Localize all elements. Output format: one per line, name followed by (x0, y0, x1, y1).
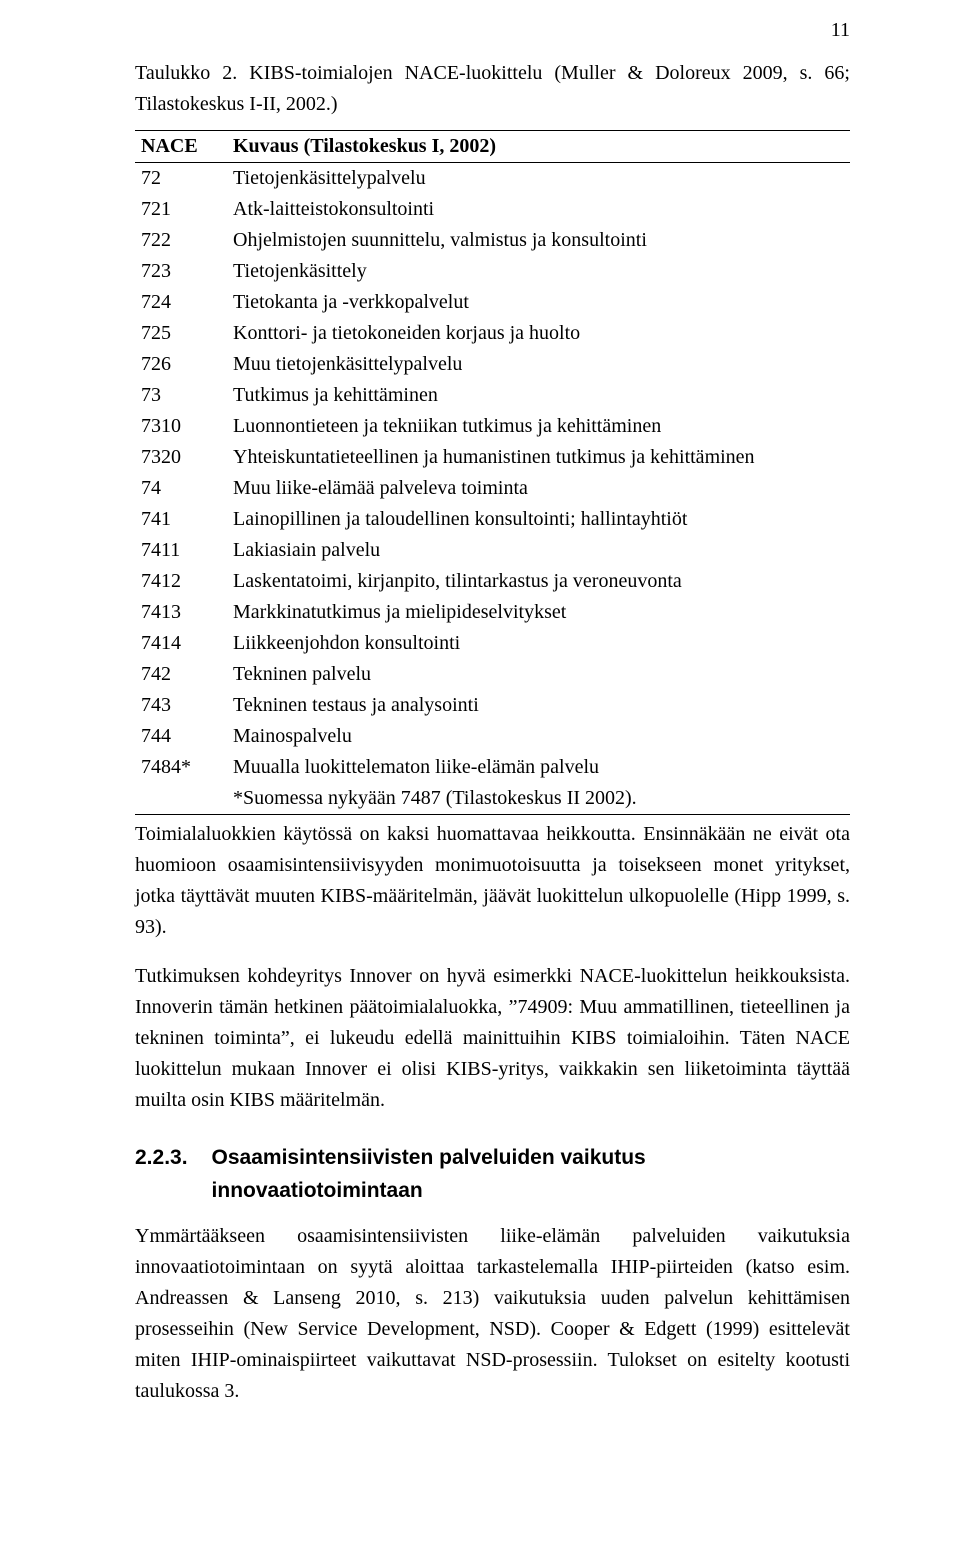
table-row: 725Konttori- ja tietokoneiden korjaus ja… (135, 318, 850, 349)
cell-desc: Luonnontieteen ja tekniikan tutkimus ja … (227, 411, 850, 442)
cell-code: 741 (135, 504, 227, 535)
table-row: 723Tietojenkäsittely (135, 256, 850, 287)
cell-code: 7320 (135, 442, 227, 473)
cell-desc: Lainopillinen ja taloudellinen konsultoi… (227, 504, 850, 535)
cell-code: 722 (135, 225, 227, 256)
cell-desc: Konttori- ja tietokoneiden korjaus ja hu… (227, 318, 850, 349)
table-row: 743Tekninen testaus ja analysointi (135, 690, 850, 721)
cell-code: 721 (135, 194, 227, 225)
cell-desc: Tietokanta ja -verkkopalvelut (227, 287, 850, 318)
cell-code: 7412 (135, 566, 227, 597)
cell-code: 7484* (135, 752, 227, 783)
cell-desc: Yhteiskuntatieteellinen ja humanistinen … (227, 442, 850, 473)
cell-desc: Markkinatutkimus ja mielipideselvitykset (227, 597, 850, 628)
cell-code: 744 (135, 721, 227, 752)
paragraph-2: Tutkimuksen kohdeyritys Innover on hyvä … (135, 961, 850, 1116)
th-code: NACE (135, 131, 227, 163)
cell-desc: Ohjelmistojen suunnittelu, valmistus ja … (227, 225, 850, 256)
section-title: Osaamisintensiivisten palveluiden vaikut… (212, 1142, 850, 1207)
table-row: 724Tietokanta ja -verkkopalvelut (135, 287, 850, 318)
table-row: 7484*Muualla luokittelematon liike-elämä… (135, 752, 850, 783)
table-row: 744Mainospalvelu (135, 721, 850, 752)
cell-desc: Muualla luokittelematon liike-elämän pal… (227, 752, 850, 783)
table-row: 726Muu tietojenkäsittelypalvelu (135, 349, 850, 380)
cell-desc: Mainospalvelu (227, 721, 850, 752)
cell-desc: Tietojenkäsittely (227, 256, 850, 287)
nace-table: NACE Kuvaus (Tilastokeskus I, 2002) 72Ti… (135, 130, 850, 815)
cell-code: 7411 (135, 535, 227, 566)
cell-code: 7310 (135, 411, 227, 442)
cell-desc: Lakiasiain palvelu (227, 535, 850, 566)
table-row: 7411Lakiasiain palvelu (135, 535, 850, 566)
cell-code: 724 (135, 287, 227, 318)
table-header-row: NACE Kuvaus (Tilastokeskus I, 2002) (135, 131, 850, 163)
table-row: 741Lainopillinen ja taloudellinen konsul… (135, 504, 850, 535)
cell-desc: Tekninen palvelu (227, 659, 850, 690)
table-row: 7320Yhteiskuntatieteellinen ja humanisti… (135, 442, 850, 473)
table-row: 722Ohjelmistojen suunnittelu, valmistus … (135, 225, 850, 256)
page-number: 11 (831, 15, 850, 46)
table-row: 72Tietojenkäsittelypalvelu (135, 163, 850, 195)
cell-desc: Tutkimus ja kehittäminen (227, 380, 850, 411)
cell-code: 7413 (135, 597, 227, 628)
cell-code: 725 (135, 318, 227, 349)
cell-desc: Tekninen testaus ja analysointi (227, 690, 850, 721)
cell-code: 72 (135, 163, 227, 195)
table-row: 742Tekninen palvelu (135, 659, 850, 690)
cell-code: 723 (135, 256, 227, 287)
cell-code-empty (135, 783, 227, 815)
cell-code: 742 (135, 659, 227, 690)
table-row: 721Atk-laitteistokonsultointi (135, 194, 850, 225)
table-footnote-row: *Suomessa nykyään 7487 (Tilastokeskus II… (135, 783, 850, 815)
cell-code: 7414 (135, 628, 227, 659)
table-row: 73Tutkimus ja kehittäminen (135, 380, 850, 411)
cell-code: 73 (135, 380, 227, 411)
table-row: 7414Liikkeenjohdon konsultointi (135, 628, 850, 659)
table-row: 7413Markkinatutkimus ja mielipideselvity… (135, 597, 850, 628)
cell-desc: Muu liike-elämää palveleva toiminta (227, 473, 850, 504)
table-caption: Taulukko 2. KIBS-toimialojen NACE-luokit… (135, 58, 850, 120)
section-number: 2.2.3. (135, 1142, 188, 1207)
cell-desc: Liikkeenjohdon konsultointi (227, 628, 850, 659)
cell-code: 743 (135, 690, 227, 721)
cell-code: 726 (135, 349, 227, 380)
th-desc: Kuvaus (Tilastokeskus I, 2002) (227, 131, 850, 163)
paragraph-1: Toimialaluokkien käytössä on kaksi huoma… (135, 819, 850, 943)
cell-desc: Tietojenkäsittelypalvelu (227, 163, 850, 195)
cell-desc: Laskentatoimi, kirjanpito, tilintarkastu… (227, 566, 850, 597)
table-row: 74Muu liike-elämää palveleva toiminta (135, 473, 850, 504)
cell-desc: Muu tietojenkäsittelypalvelu (227, 349, 850, 380)
section-heading: 2.2.3. Osaamisintensiivisten palveluiden… (135, 1142, 850, 1207)
table-row: 7310Luonnontieteen ja tekniikan tutkimus… (135, 411, 850, 442)
cell-code: 74 (135, 473, 227, 504)
table-row: 7412Laskentatoimi, kirjanpito, tilintark… (135, 566, 850, 597)
cell-footnote: *Suomessa nykyään 7487 (Tilastokeskus II… (227, 783, 850, 815)
cell-desc: Atk-laitteistokonsultointi (227, 194, 850, 225)
paragraph-3: Ymmärtääkseen osaamisintensiivisten liik… (135, 1221, 850, 1407)
